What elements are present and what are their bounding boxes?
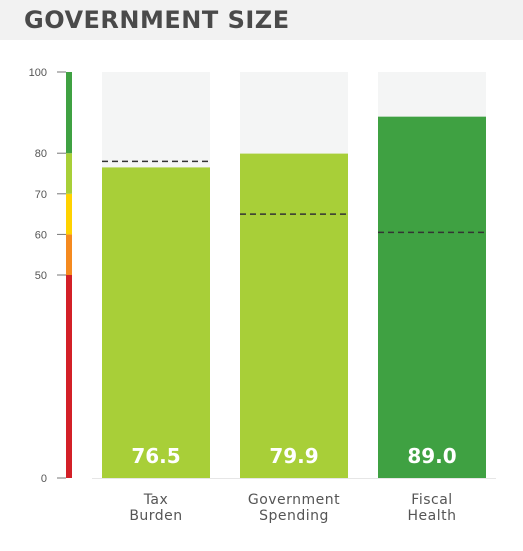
y-tick-label-4: 80: [35, 148, 47, 160]
category-label-0-line1: Tax: [143, 492, 169, 508]
title-banner: GOVERNMENT SIZE: [0, 0, 523, 40]
y-tick-label-5: 100: [29, 67, 47, 79]
scale-band-2: [66, 193, 72, 235]
bar-1: [240, 153, 348, 478]
y-tick-label-2: 60: [35, 229, 47, 241]
category-label-1: Government Spending: [229, 492, 359, 524]
scale-band-4: [66, 72, 72, 154]
scale-band-0: [66, 275, 72, 478]
category-label-1-line1: Government: [247, 492, 341, 508]
category-label-0-line2: Burden: [129, 508, 183, 524]
category-label-2: Fiscal Health: [367, 492, 497, 524]
category-label-2-line1: Fiscal: [411, 492, 453, 508]
category-label-2-line2: Health: [407, 508, 457, 524]
bar-2: [378, 116, 486, 478]
chart-title: GOVERNMENT SIZE: [24, 6, 290, 34]
y-tick-label-1: 50: [35, 270, 47, 282]
bar-value-label-0: 76.5: [131, 444, 180, 468]
category-label-1-line2: Spending: [259, 508, 329, 524]
bar-value-label-2: 89.0: [407, 444, 456, 468]
category-label-0: Tax Burden: [91, 492, 221, 524]
scale-band-1: [66, 234, 72, 275]
y-tick-label-3: 70: [35, 189, 47, 201]
bar-value-label-1: 79.9: [269, 444, 318, 468]
y-tick-label-0: 0: [41, 473, 47, 485]
bar-0: [102, 167, 210, 478]
scale-band-3: [66, 153, 72, 194]
